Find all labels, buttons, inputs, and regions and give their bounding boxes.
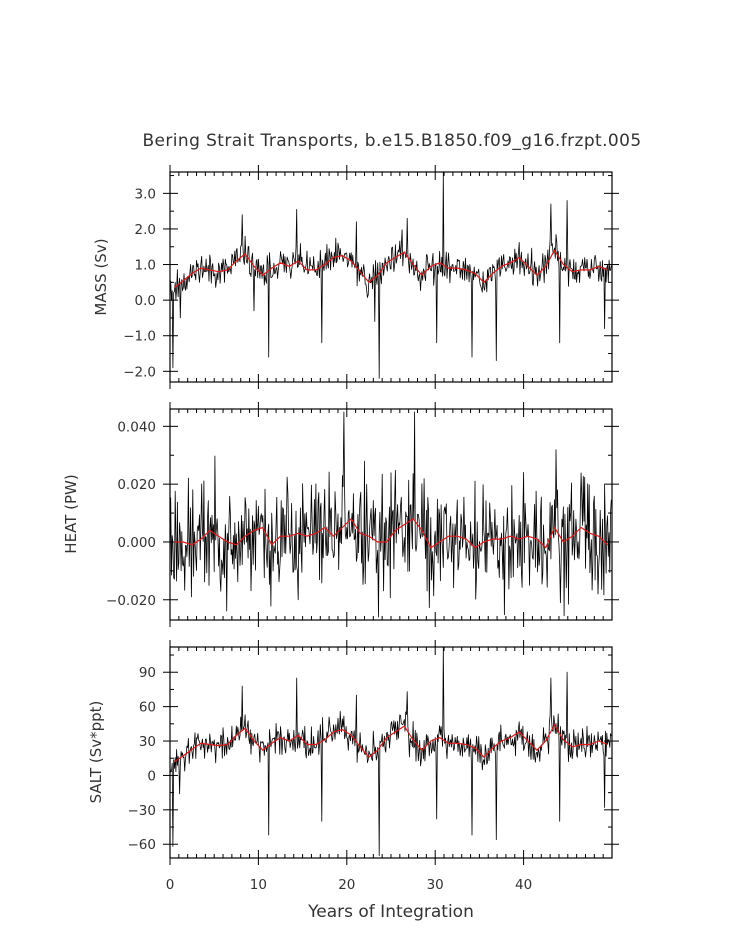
x-tick-label: 10: [250, 877, 267, 893]
y-tick-label: 0: [147, 768, 156, 784]
salt-monthly-series-line: [169, 646, 612, 857]
y-tick-label: 2.0: [135, 222, 156, 238]
salt-plot-frame: [169, 646, 613, 859]
chart-title: Bering Strait Transports, b.e15.B1850.f0…: [142, 131, 641, 151]
salt-y-axis-label: SALT (Sv*ppt): [87, 701, 105, 804]
mass-plot-frame: [169, 171, 613, 383]
y-tick-label: −60: [128, 837, 157, 853]
heat-y-axis-label: HEAT (PW): [62, 474, 80, 553]
y-tick-label: 0.040: [117, 419, 156, 435]
salt-panel: SALT (Sv*ppt) 90 60 30 0 −30 −60 0 10 20 30 40: [87, 640, 619, 893]
y-tick-label: −0.020: [106, 593, 156, 609]
y-tick-label: −30: [128, 803, 157, 819]
x-axis-label: Years of Integration: [307, 902, 474, 922]
y-tick-label: 1.0: [135, 258, 156, 274]
y-tick-label: −1.0: [123, 329, 156, 345]
mass-y-axis-label: MASS (Sv): [92, 238, 110, 315]
y-tick-label: 60: [139, 700, 156, 716]
heat-panel: HEAT (PW) 0.040 0.020 0.000 −0.020: [62, 402, 619, 627]
x-tick-label: 40: [515, 877, 532, 893]
x-tick-label: 20: [338, 877, 355, 893]
y-tick-label: 0.0: [135, 293, 156, 309]
x-tick-label: 30: [427, 877, 444, 893]
heat-monthly-series-line: [169, 411, 612, 618]
y-tick-label: 3.0: [135, 186, 156, 202]
mass-monthly-series-line: [169, 171, 612, 379]
heat-annual-mean-line: [174, 518, 609, 549]
salt-annual-mean-line: [174, 724, 608, 763]
y-tick-label: 90: [139, 665, 156, 681]
x-tick-label: 0: [166, 877, 175, 893]
mass-panel: MASS (Sv) 3.0 2.0 1.0 0.0 −1.0 −2.0: [92, 165, 619, 389]
mass-annual-mean-line: [174, 249, 608, 289]
y-tick-label: 0.020: [117, 477, 156, 493]
y-tick-label: −2.0: [123, 364, 156, 380]
y-tick-label: 30: [139, 734, 156, 750]
y-tick-label: 0.000: [117, 535, 156, 551]
